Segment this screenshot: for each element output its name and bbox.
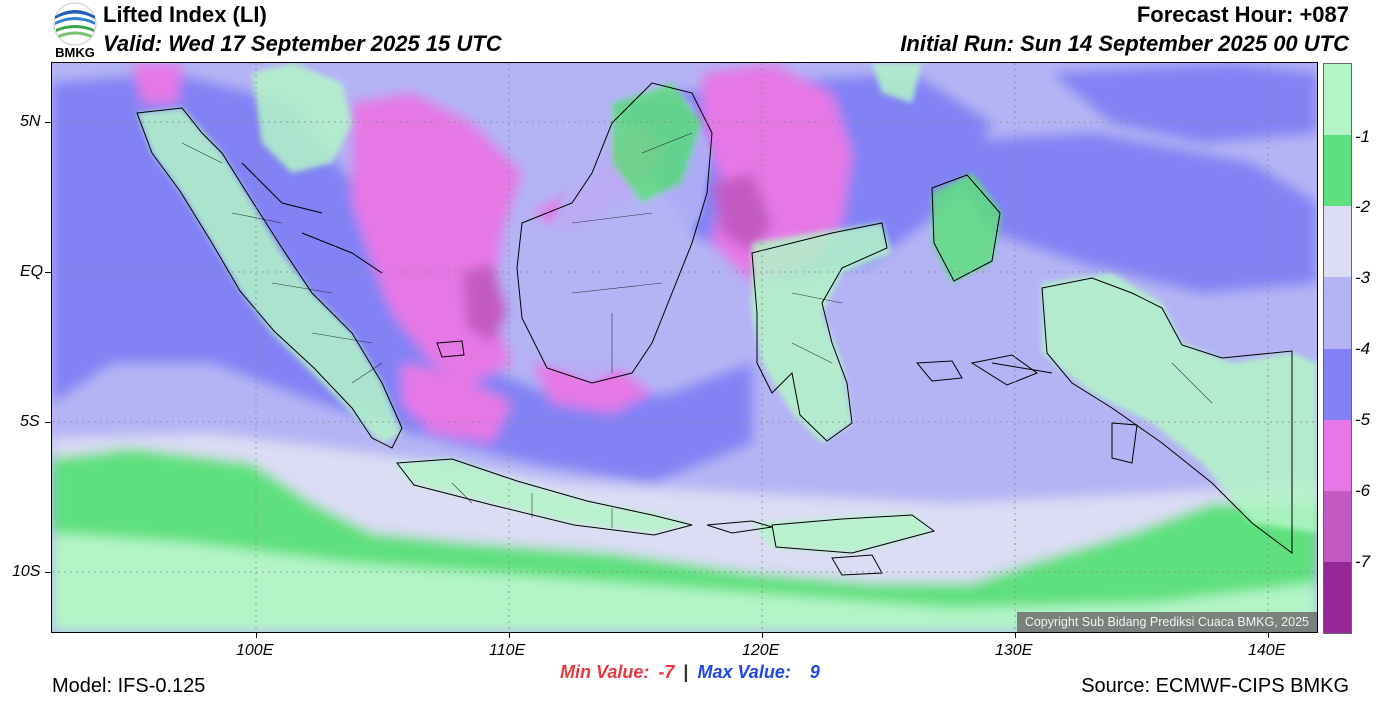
colorbar-swatch [1324,277,1351,349]
colorbar-label-m3: -3 [1355,268,1371,287]
colorbar-swatch [1324,561,1351,633]
lon-tick-100e: 100E [236,642,274,659]
lon-tick-140e: 140E [1248,642,1286,659]
stats-separator: | [683,662,689,682]
lon-tick-110e: 110E [489,642,526,659]
colorbar-swatch [1324,490,1351,562]
map-panel: Copyright Sub Bidang Prediksi Cuaca BMKG… [52,63,1317,632]
bmkg-logo: BMKG [52,2,98,60]
province-borders [181,132,1293,553]
max-label: Max Value: [697,662,791,682]
min-label: Min Value: [560,662,650,682]
min-value: -7 [658,662,675,682]
forecast-hour: Forecast Hour: +087 [1136,2,1349,27]
colorbar-swatch [1324,348,1351,420]
colorbar-label-m2: -2 [1355,197,1371,216]
initial-run: Initial Run: Sun 14 September 2025 00 UT… [900,31,1349,56]
lon-tick-120e: 120E [742,642,780,659]
li-field-shading [52,63,1317,632]
valid-time: Valid: Wed 17 September 2025 15 UTC [103,31,502,56]
chart-title: Lifted Index (LI) [103,2,267,27]
colorbar [1323,63,1352,634]
graticule [52,63,1317,632]
colorbar-swatch [1324,419,1351,491]
lat-tick-eq: EQ [20,263,44,280]
lifted-index-map [52,63,1317,632]
max-value: 9 [809,662,820,682]
model-label: Model: IFS-0.125 [52,675,206,697]
bmkg-logo-icon [53,2,97,46]
colorbar-swatch [1324,206,1351,278]
source-label: Source: ECMWF-CIPS BMKG [1081,675,1349,697]
coastlines [136,82,1293,576]
lat-tick-5n: 5N [20,113,41,130]
colorbar-swatch [1324,135,1351,207]
map-frame [51,62,1318,633]
lat-tick-5s: 5S [20,413,40,430]
min-max-line: Min Value: -7 | Max Value: 9 [560,661,820,683]
lat-tick-10s: 10S [12,563,41,580]
colorbar-swatch [1324,64,1351,136]
colorbar-label-m7: -7 [1355,552,1371,571]
colorbar-label-m6: -6 [1355,481,1371,500]
logo-text: BMKG [55,45,95,60]
lon-tick-130e: 130E [995,642,1033,659]
colorbar-label-m1: -1 [1355,127,1371,146]
colorbar-label-m5: -5 [1355,410,1371,429]
copyright-notice: Copyright Sub Bidang Prediksi Cuaca BMKG… [1016,612,1317,632]
colorbar-label-m4: -4 [1355,339,1371,358]
